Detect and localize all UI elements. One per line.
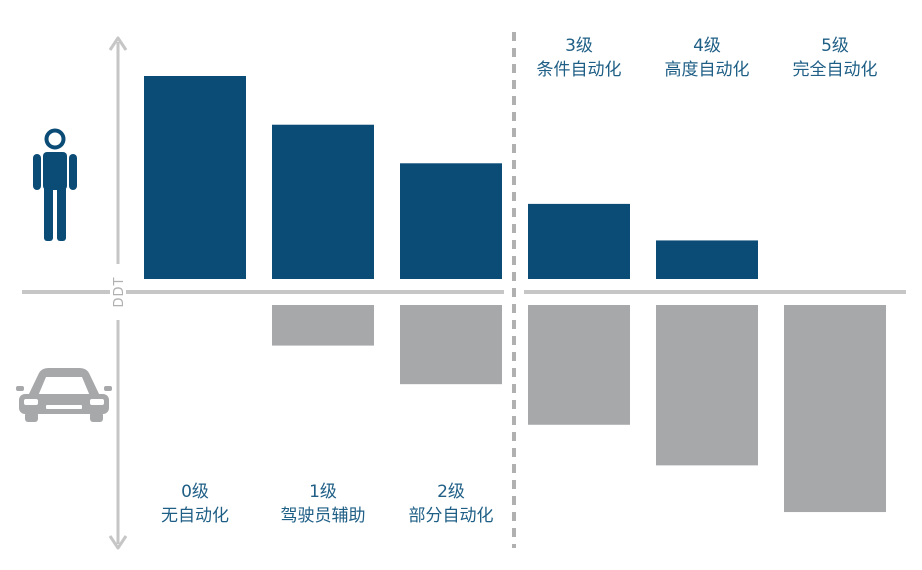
human-bar-1 <box>272 124 374 279</box>
person-icon <box>33 128 77 241</box>
level-name-0: 无自动化 <box>161 506 229 526</box>
level-name-1: 驾驶员辅助 <box>281 506 366 526</box>
axis-arrow-bottom <box>108 535 128 550</box>
vehicle-bar-1 <box>272 305 374 346</box>
axis-label-backing <box>110 264 126 320</box>
vehicle-bar-2 <box>400 305 502 385</box>
vehicle-bar-4 <box>656 305 758 466</box>
level-name-2: 部分自动化 <box>409 506 494 526</box>
level-number-3: 3级 <box>565 36 593 56</box>
human-bar-3 <box>528 203 630 279</box>
axis-label-ddt: DDT <box>112 277 127 308</box>
level-name-5: 完全自动化 <box>793 60 878 80</box>
bar-layer <box>144 76 886 513</box>
level-number-1: 1级 <box>309 482 337 502</box>
level-number-4: 4级 <box>693 36 721 56</box>
car-icon <box>16 368 112 422</box>
level-name-3: 条件自动化 <box>537 60 622 80</box>
level-number-2: 2级 <box>437 482 465 502</box>
human-bar-2 <box>400 163 502 279</box>
human-bar-0 <box>144 76 246 279</box>
level-number-5: 5级 <box>821 36 849 56</box>
level-name-4: 高度自动化 <box>665 60 750 80</box>
vehicle-bar-3 <box>528 305 630 425</box>
human-bar-4 <box>656 240 758 279</box>
vehicle-bar-5 <box>784 305 886 513</box>
axis-arrow-top <box>108 36 128 51</box>
level-number-0: 0级 <box>181 482 209 502</box>
